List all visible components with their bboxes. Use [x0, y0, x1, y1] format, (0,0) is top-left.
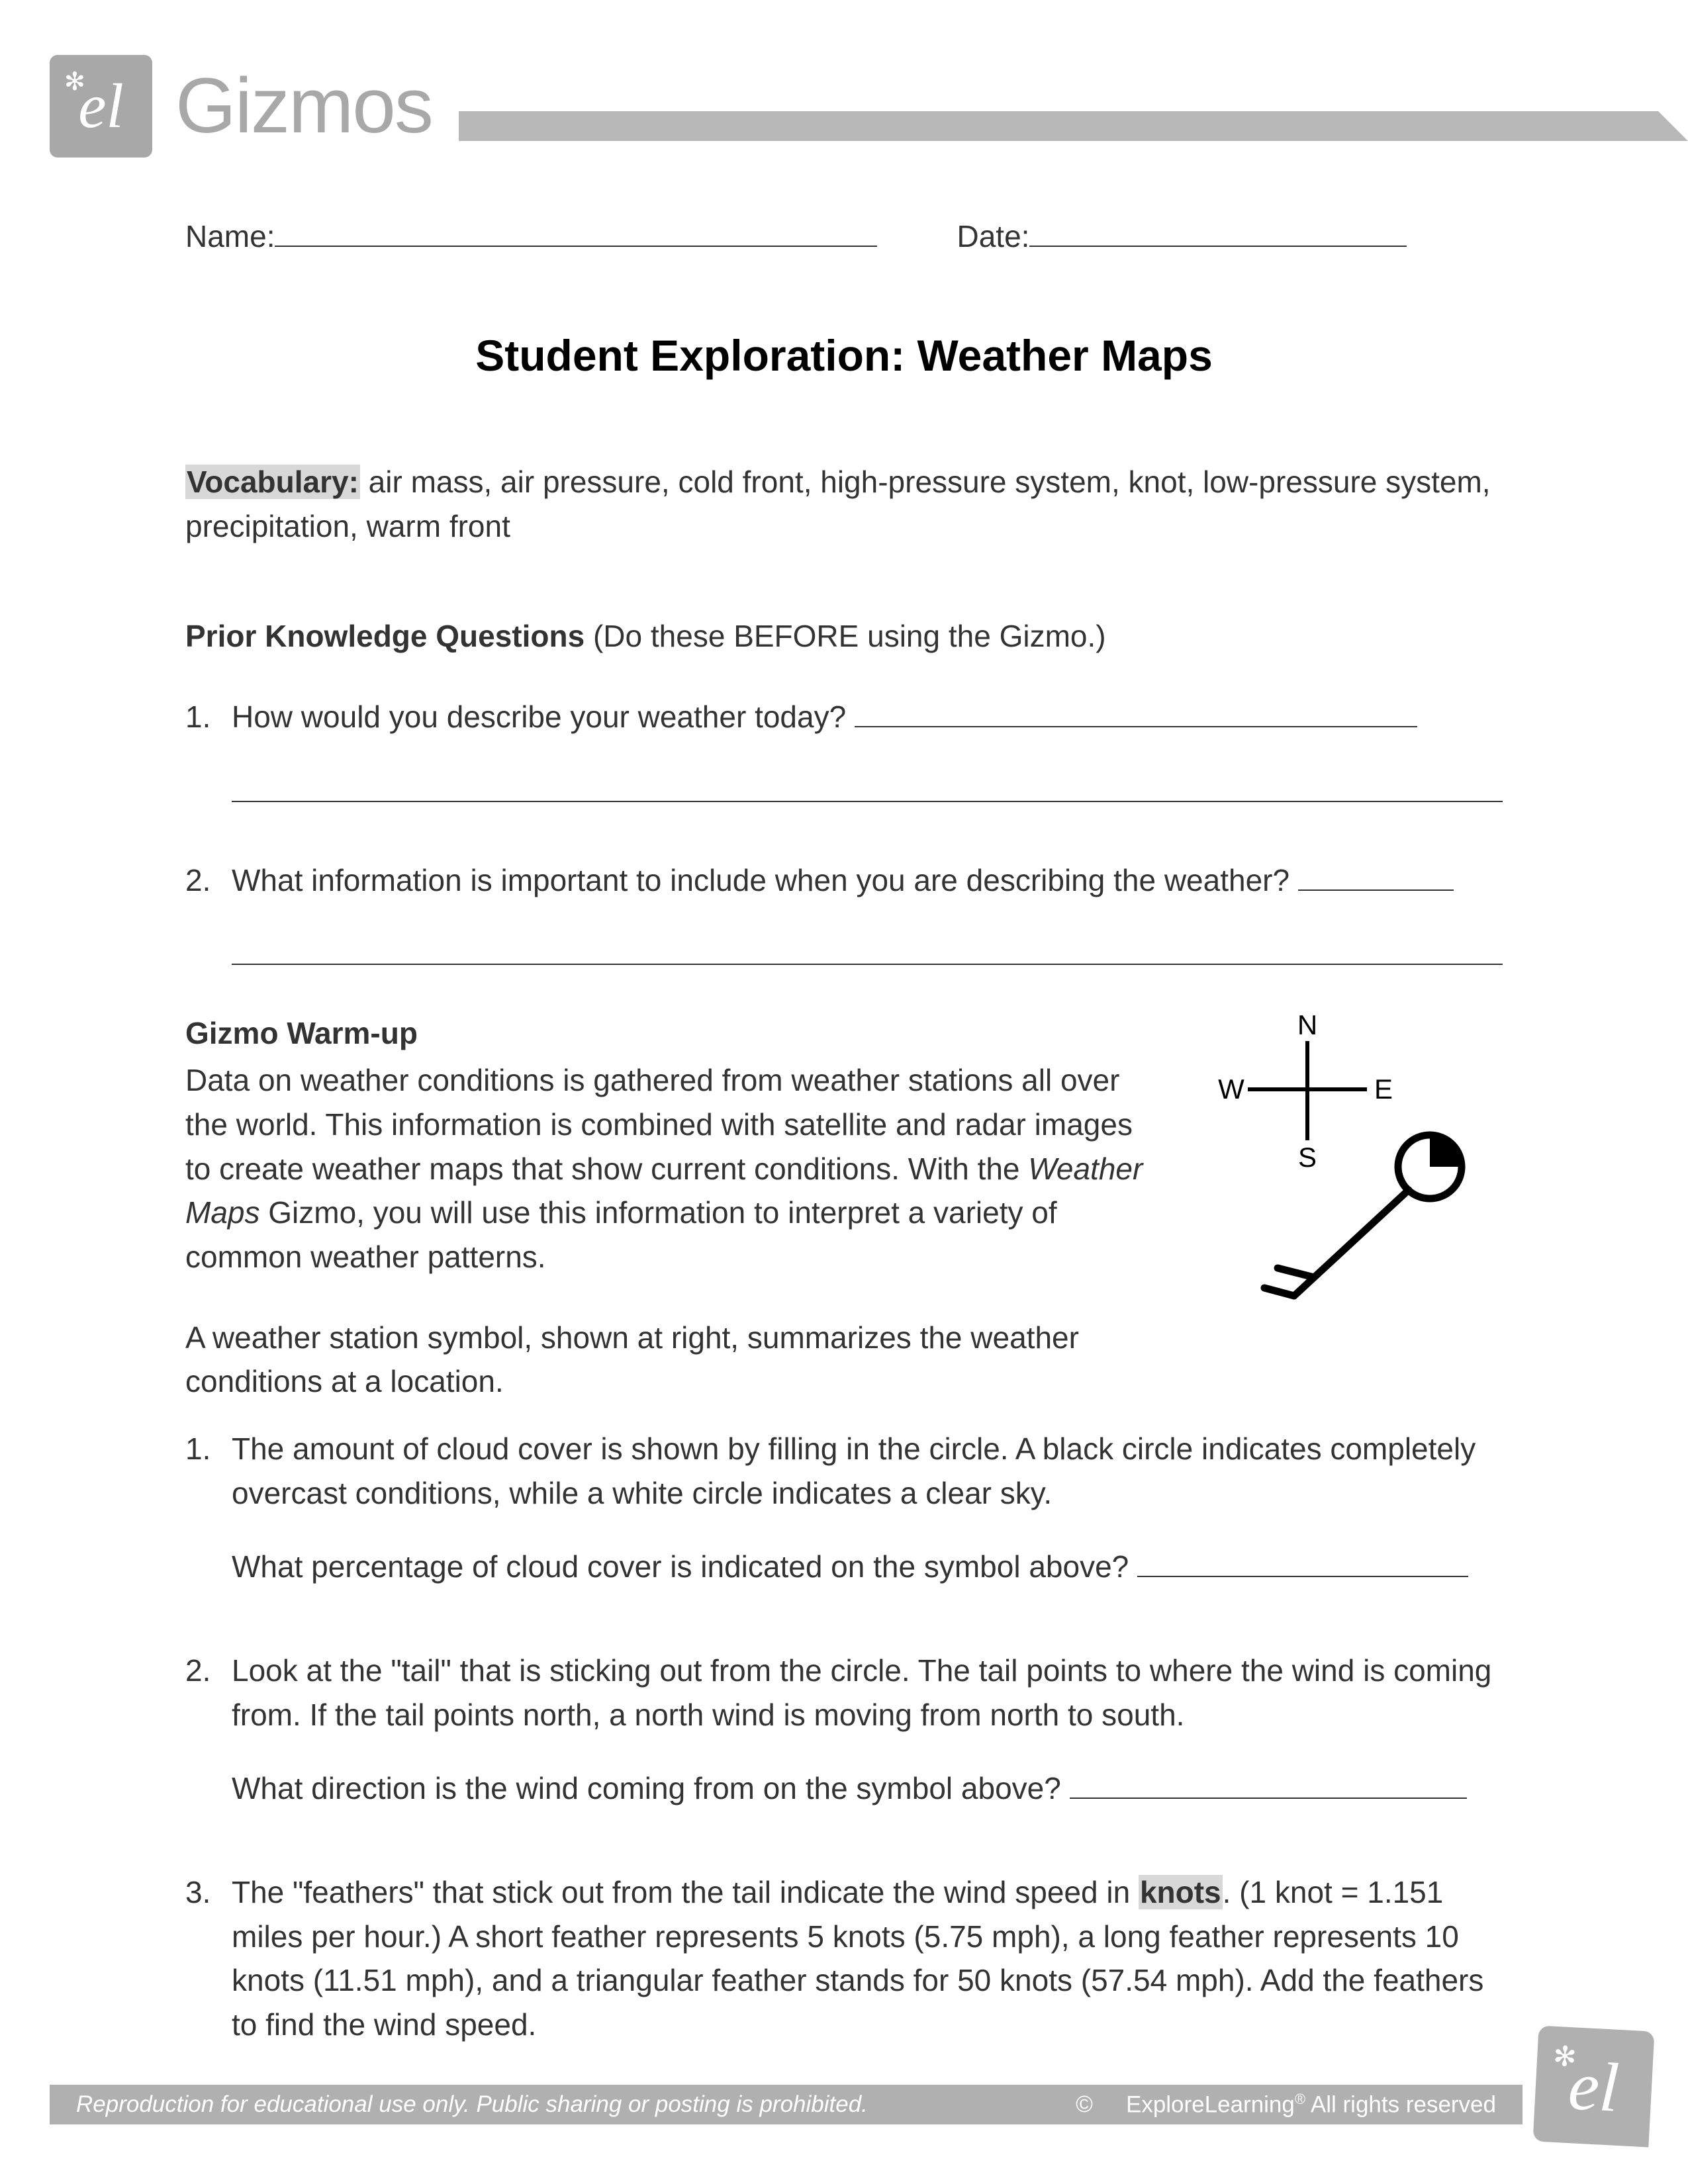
logo-glyph: el	[78, 69, 124, 142]
name-date-row: Name: Date:	[185, 218, 1503, 254]
wq2-text-a: Look at the "tail" that is sticking out …	[232, 1653, 1491, 1732]
warmup-section: Gizmo Warm-up Data on weather conditions…	[185, 1011, 1503, 1404]
q1-answer-line[interactable]	[855, 726, 1417, 727]
q2-text: What information is important to include…	[232, 863, 1298, 897]
q2-answer-line[interactable]	[1298, 889, 1454, 891]
prior-q2: 2. What information is important to incl…	[185, 858, 1503, 966]
brand-name: Gizmos	[175, 61, 432, 151]
page-footer: Reproduction for educational use only. P…	[50, 2085, 1523, 2124]
q-number: 1.	[185, 1427, 232, 1589]
wq3-text-a1: The "feathers" that stick out from the t…	[232, 1875, 1139, 1909]
prior-heading-bold: Prior Knowledge Questions	[185, 619, 585, 653]
q-number: 1.	[185, 695, 232, 802]
q-number: 2.	[185, 858, 232, 966]
date-input-line[interactable]	[1029, 246, 1407, 247]
station-symbol-svg: N S W E	[1185, 1011, 1503, 1316]
q-number: 3.	[185, 1870, 232, 2120]
warmup-questions: 1. The amount of cloud cover is shown by…	[185, 1427, 1503, 2121]
warmup-heading: Gizmo Warm-up	[185, 1011, 1145, 1056]
vocabulary-text: air mass, air pressure, cold front, high…	[185, 465, 1491, 543]
prior-q1: 1. How would you describe your weather t…	[185, 695, 1503, 802]
date-label: Date:	[957, 218, 1029, 254]
date-field: Date:	[957, 218, 1407, 254]
footer-right: ExploreLearning® All rights reserved	[1126, 2091, 1496, 2118]
wq1-text-a: The amount of cloud cover is shown by fi…	[232, 1432, 1476, 1510]
prior-knowledge-heading: Prior Knowledge Questions (Do these BEFO…	[185, 614, 1503, 659]
prior-heading-rest: (Do these BEFORE using the Gizmo.)	[585, 619, 1105, 653]
svg-text:W: W	[1218, 1073, 1244, 1105]
warmup-p1: Data on weather conditions is gathered f…	[185, 1058, 1145, 1279]
vocabulary-section: Vocabulary: air mass, air pressure, cold…	[185, 460, 1503, 548]
weather-station-symbol: N S W E	[1185, 1011, 1503, 1316]
name-field: Name:	[185, 218, 877, 254]
warmup-p2: A weather station symbol, shown at right…	[185, 1316, 1145, 1404]
warmup-q1: 1. The amount of cloud cover is shown by…	[185, 1427, 1503, 1589]
q1-text: How would you describe your weather toda…	[232, 700, 855, 734]
name-input-line[interactable]	[275, 246, 877, 247]
svg-text:S: S	[1298, 1142, 1317, 1173]
q-number: 2.	[185, 1649, 232, 1811]
q2-answer-line-2[interactable]	[232, 925, 1503, 965]
header-banner: el Gizmos	[50, 60, 1688, 152]
knots-highlight: knots	[1139, 1875, 1223, 1909]
warmup-q2: 2. Look at the "tail" that is sticking o…	[185, 1649, 1503, 1811]
gizmos-logo-icon: el	[50, 55, 152, 158]
vocabulary-label: Vocabulary:	[185, 465, 360, 499]
banner-bar	[459, 111, 1688, 141]
footer-copyright: ©	[1076, 2091, 1093, 2118]
svg-text:E: E	[1374, 1073, 1393, 1105]
wq2-text-b: What direction is the wind coming from o…	[232, 1771, 1070, 1805]
wq2-answer-line[interactable]	[1070, 1797, 1467, 1799]
svg-text:N: N	[1297, 1011, 1317, 1040]
wq1-text-b: What percentage of cloud cover is indica…	[232, 1549, 1137, 1584]
footer-logo-icon: el	[1533, 2026, 1655, 2148]
warmup-q3: 3. The "feathers" that stick out from th…	[185, 1870, 1503, 2120]
warmup-text: Gizmo Warm-up Data on weather conditions…	[185, 1011, 1145, 1404]
page-content: Name: Date: Student Exploration: Weather…	[185, 218, 1503, 2151]
footer-left: Reproduction for educational use only. P…	[76, 2091, 1043, 2118]
page-title: Student Exploration: Weather Maps	[185, 330, 1503, 381]
wq1-answer-line[interactable]	[1137, 1576, 1468, 1577]
q1-answer-line-2[interactable]	[232, 762, 1503, 802]
name-label: Name:	[185, 218, 275, 254]
prior-questions: 1. How would you describe your weather t…	[185, 695, 1503, 965]
